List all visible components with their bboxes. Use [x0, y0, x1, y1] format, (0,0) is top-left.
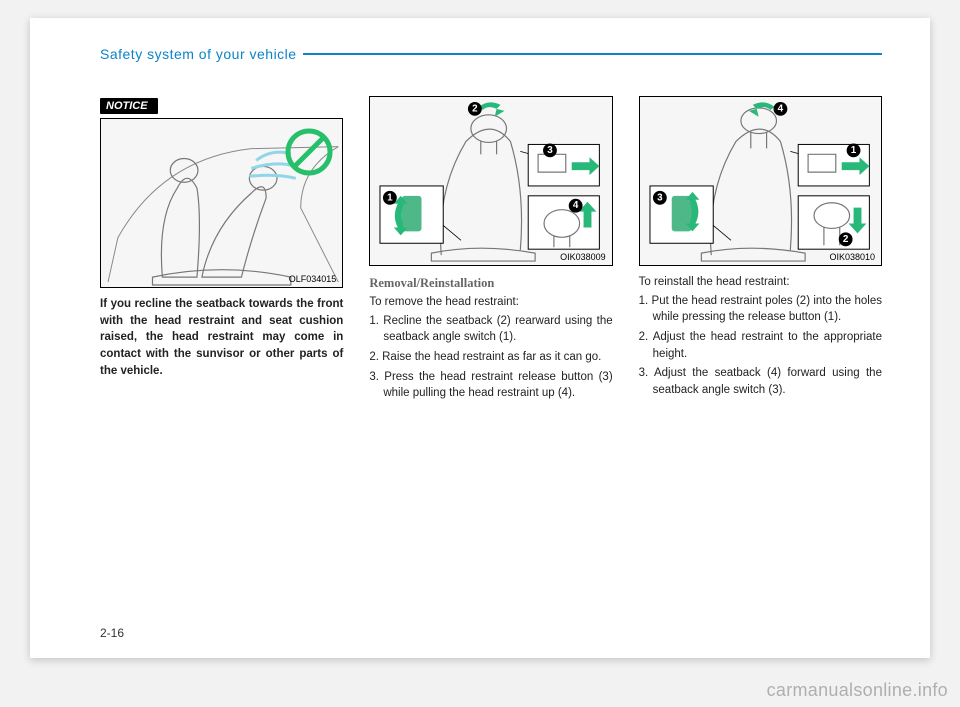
figure-reinstall: 4 1 3 [639, 96, 882, 266]
list-item: 2. Raise the head restraint as far as it… [369, 349, 612, 366]
page-number: 2-16 [100, 626, 124, 640]
svg-text:4: 4 [777, 103, 783, 114]
reinstall-steps: 1. Put the head restraint poles (2) into… [639, 293, 882, 399]
header-rule [303, 53, 882, 55]
notice-text: If you recline the seatback towards the … [100, 296, 343, 379]
list-item: 1. Recline the seatback (2) rearward usi… [369, 313, 612, 346]
figure-removal: 2 3 1 [369, 96, 612, 266]
page-header: Safety system of your vehicle [100, 46, 882, 62]
figure-label: OIK038010 [829, 252, 875, 262]
svg-text:1: 1 [850, 145, 856, 156]
column-2: 2 3 1 [369, 96, 612, 405]
figure-label: OIK038009 [560, 252, 606, 262]
prohibit-icon [284, 127, 334, 177]
reinstall-intro: To reinstall the head restraint: [639, 274, 882, 291]
svg-text:4: 4 [573, 200, 579, 211]
content-columns: NOTICE [100, 96, 882, 405]
removal-steps: 1. Recline the seatback (2) rearward usi… [369, 313, 612, 402]
manual-page: Safety system of your vehicle NOTICE [30, 18, 930, 658]
header-title: Safety system of your vehicle [100, 46, 297, 62]
svg-text:2: 2 [843, 234, 849, 245]
figure-recline-warning: OLF034015 [100, 118, 343, 288]
list-item: 2. Adjust the head restraint to the appr… [639, 329, 882, 362]
figure-label: OLF034015 [289, 274, 337, 284]
removal-intro: To remove the head restraint: [369, 294, 612, 311]
column-1: NOTICE [100, 96, 343, 405]
watermark: carmanualsonline.info [767, 680, 948, 701]
list-item: 3. Adjust the seatback (4) forward using… [639, 365, 882, 398]
svg-text:2: 2 [472, 103, 478, 114]
subheading-removal: Removal/Reinstallation [369, 274, 612, 292]
seat-reinstall-icon: 4 1 3 [640, 97, 881, 265]
svg-text:3: 3 [657, 192, 663, 203]
svg-text:3: 3 [548, 145, 554, 156]
notice-badge: NOTICE [100, 98, 158, 114]
list-item: 1. Put the head restraint poles (2) into… [639, 293, 882, 326]
column-3: 4 1 3 [639, 96, 882, 405]
seat-removal-icon: 2 3 1 [370, 97, 611, 265]
svg-text:1: 1 [387, 192, 393, 203]
list-item: 3. Press the head restraint release butt… [369, 369, 612, 402]
